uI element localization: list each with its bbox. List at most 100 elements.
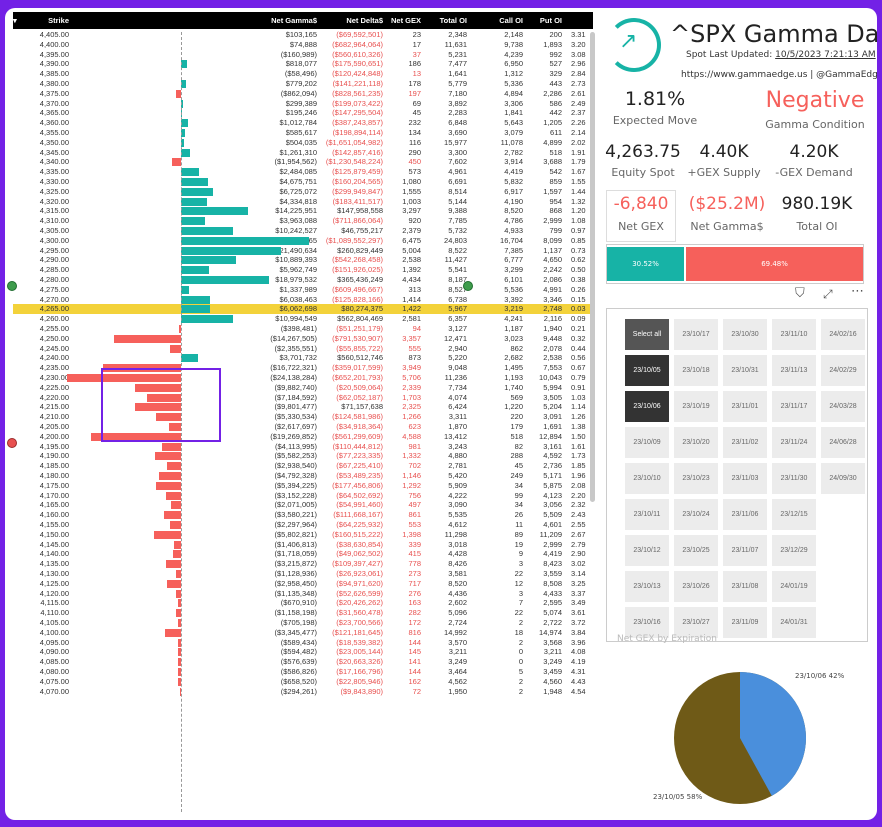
table-row[interactable]: 4,070.00 ($294,261) ($9,843,890) 72 1,950 2 1,…	[13, 687, 593, 697]
expiration-button[interactable]: 23/10/30	[723, 319, 767, 350]
gex-bar[interactable]	[181, 168, 199, 177]
gex-bar[interactable]	[181, 305, 210, 314]
expiration-button[interactable]: 23/10/11	[625, 499, 669, 530]
table-row[interactable]: 4,250.00 ($14,267,505) ($791,530,907) 3,357…	[13, 334, 593, 344]
more-options-icon[interactable]: ⋯	[851, 284, 864, 299]
expiration-button[interactable]: 23/11/13	[772, 355, 816, 386]
col-net-gex[interactable]: Net GEX	[390, 16, 421, 25]
table-row[interactable]: 4,180.00 ($4,792,328) ($53,489,235) 1,146 5,…	[13, 471, 593, 481]
table-row[interactable]: 4,085.00 ($576,639) ($20,663,326) 141 3,249 0…	[13, 657, 593, 667]
expiration-button[interactable]: 23/10/09	[625, 427, 669, 458]
expiration-button[interactable]: 23/10/19	[674, 391, 718, 422]
col-call-oi[interactable]: Call OI	[499, 16, 523, 25]
expiration-button[interactable]: 24/09/30	[821, 463, 865, 494]
expiration-button[interactable]: 23/11/10	[772, 319, 816, 350]
gex-bar[interactable]	[178, 658, 181, 667]
gex-bar[interactable]	[179, 325, 181, 333]
gex-bar[interactable]	[181, 119, 188, 128]
expiration-button[interactable]: 23/10/17	[674, 319, 718, 350]
gex-bar[interactable]	[155, 452, 181, 461]
table-row[interactable]: 4,345.00 $1,261,310 ($142,857,416) 290 3,300…	[13, 148, 593, 158]
gex-bar[interactable]	[156, 413, 181, 422]
table-row[interactable]: 4,110.00 ($1,158,198) ($31,560,478) 282 5,09…	[13, 608, 593, 618]
table-row[interactable]: 4,385.00 ($58,496) ($120,424,848) 13 1,641 1,…	[13, 69, 593, 79]
gex-bar[interactable]	[178, 648, 181, 657]
col-total-oi[interactable]: Total OI	[439, 16, 467, 25]
expiration-button[interactable]: 23/11/03	[723, 463, 767, 494]
gex-bar[interactable]	[178, 638, 181, 647]
gex-bar[interactable]	[169, 423, 181, 431]
table-row[interactable]: 4,300.00$27,841,765($1,089,552,297)6,475…	[13, 236, 593, 246]
expiration-button[interactable]: 23/10/06	[625, 391, 669, 422]
col-net-gamma[interactable]: Net Gamma$	[271, 16, 317, 25]
gex-bar[interactable]	[181, 295, 210, 304]
col-net-delta[interactable]: Net Delta$	[346, 16, 383, 25]
table-row[interactable]: 4,130.00 ($1,128,936) ($26,923,061) 273 3,58…	[13, 569, 593, 579]
gex-bar[interactable]	[180, 687, 181, 696]
expiration-button[interactable]: 24/01/19	[772, 571, 816, 602]
table-row[interactable]: 4,325.00 $6,725,072 ($299,949,847) 1,555 8,5…	[13, 187, 593, 197]
table-row[interactable]: 4,200.00 ($19,269,852) ($561,299,609) 4,588…	[13, 432, 593, 442]
table-row[interactable]: 4,090.00 ($594,482) ($23,005,144) 145 3,211 0…	[13, 647, 593, 657]
expiration-button[interactable]: 23/12/29	[772, 535, 816, 566]
gex-bar[interactable]	[91, 432, 181, 441]
gex-bar[interactable]	[67, 374, 181, 382]
table-row[interactable]: 4,290.00 $10,889,393 ($542,268,458) 2,538 11…	[13, 255, 593, 265]
table-row[interactable]: 4,375.00 ($862,094) ($828,561,235) 197 7,180…	[13, 89, 593, 99]
table-row[interactable]: 4,195.00 ($4,113,995) ($110,444,812) 981 3,2…	[13, 442, 593, 452]
gex-bar[interactable]	[181, 99, 183, 108]
table-row[interactable]: 4,270.00 $6,038,463 ($125,828,166) 1,414 6,7…	[13, 295, 593, 305]
gex-bar[interactable]	[181, 197, 207, 206]
gex-bar[interactable]	[178, 677, 181, 686]
gex-bar[interactable]	[181, 285, 189, 294]
table-row[interactable]: 4,075.00 ($658,520) ($22,805,946) 162 4,562 2…	[13, 677, 593, 687]
expiration-button[interactable]: 23/11/06	[723, 499, 767, 530]
gex-bar[interactable]	[171, 501, 181, 510]
expiration-button[interactable]: 24/02/16	[821, 319, 865, 350]
gex-bar[interactable]	[164, 511, 181, 520]
table-row[interactable]: 4,220.00 ($7,184,592) ($62,052,187) 1,703 4,…	[13, 393, 593, 403]
expiration-button[interactable]: 23/10/27	[674, 607, 718, 638]
expiration-button[interactable]: 23/10/05	[625, 355, 669, 386]
expiration-button[interactable]: 23/11/09	[723, 607, 767, 638]
gex-bar[interactable]	[176, 570, 181, 578]
expiration-button[interactable]: 23/10/13	[625, 571, 669, 602]
gex-bar[interactable]	[181, 227, 233, 235]
table-row[interactable]: 4,405.00 $103,165 ($69,592,501) 23 2,348 2,14…	[13, 30, 593, 40]
table-row[interactable]: 4,280.00 $18,979,532 $365,436,249 4,434 8,18…	[13, 275, 593, 285]
gex-bar[interactable]	[181, 178, 208, 186]
gex-bar[interactable]	[176, 89, 181, 98]
gex-bar[interactable]	[166, 560, 181, 569]
expiration-button[interactable]: 23/11/02	[723, 427, 767, 458]
gex-bar[interactable]	[170, 344, 181, 353]
table-row[interactable]: 4,080.00 ($586,826) ($17,166,796) 144 3,464 5…	[13, 667, 593, 677]
table-row[interactable]: 4,395.00 ($160,989) ($560,610,326) 37 5,231 4…	[13, 50, 593, 60]
table-row[interactable]: 4,370.00 $299,389 ($199,073,422) 69 3,892 3,3…	[13, 99, 593, 109]
expiration-button[interactable]: 23/10/23	[674, 463, 718, 494]
table-row[interactable]: 4,225.00 ($9,882,740) ($20,509,064) 2,339 7,…	[13, 383, 593, 393]
gex-bar[interactable]	[174, 540, 181, 549]
table-row[interactable]: 4,235.00 ($16,722,321) ($359,017,599) 3,949…	[13, 363, 593, 373]
table-row[interactable]: 4,400.00 $74,888 ($682,964,064) 17 11,631 9,7…	[13, 40, 593, 50]
expiration-button[interactable]: 23/10/16	[625, 607, 669, 638]
expiration-button[interactable]: 23/11/17	[772, 391, 816, 422]
expiration-button[interactable]: 23/10/31	[723, 355, 767, 386]
table-row[interactable]: 4,335.00 $2,484,085 ($125,879,459) 573 4,961…	[13, 167, 593, 177]
gex-bar[interactable]	[181, 217, 205, 226]
expiration-button[interactable]: 23/11/08	[723, 571, 767, 602]
table-row[interactable]: 4,205.00 ($2,617,697) ($34,918,364) 623 1,87…	[13, 422, 593, 432]
table-row[interactable]: 4,355.00 $585,617 ($198,894,114) 134 3,690 3,…	[13, 128, 593, 138]
table-row[interactable]: 4,145.00 ($1,406,813) ($38,630,854) 339 3,01…	[13, 540, 593, 550]
filter-icon[interactable]: ⛉	[795, 286, 805, 301]
gex-bar[interactable]	[181, 80, 186, 88]
table-row[interactable]: 4,230.00 ($24,138,284) ($652,201,793) 5,706…	[13, 373, 593, 383]
select-all-button[interactable]: Select all	[625, 319, 669, 350]
expiration-button[interactable]: 23/10/25	[674, 535, 718, 566]
gex-bar[interactable]	[172, 158, 181, 167]
table-row[interactable]: 4,365.00 $195,246 ($147,295,504) 45 2,283 1,8…	[13, 108, 593, 118]
expiration-button[interactable]: 23/10/10	[625, 463, 669, 494]
col-put-oi[interactable]: Put OI	[539, 16, 562, 25]
gex-bar[interactable]	[135, 403, 181, 412]
table-row[interactable]: 4,330.00 $4,675,751 ($160,204,565) 1,080 6,6…	[13, 177, 593, 187]
gex-bar[interactable]	[154, 530, 181, 539]
